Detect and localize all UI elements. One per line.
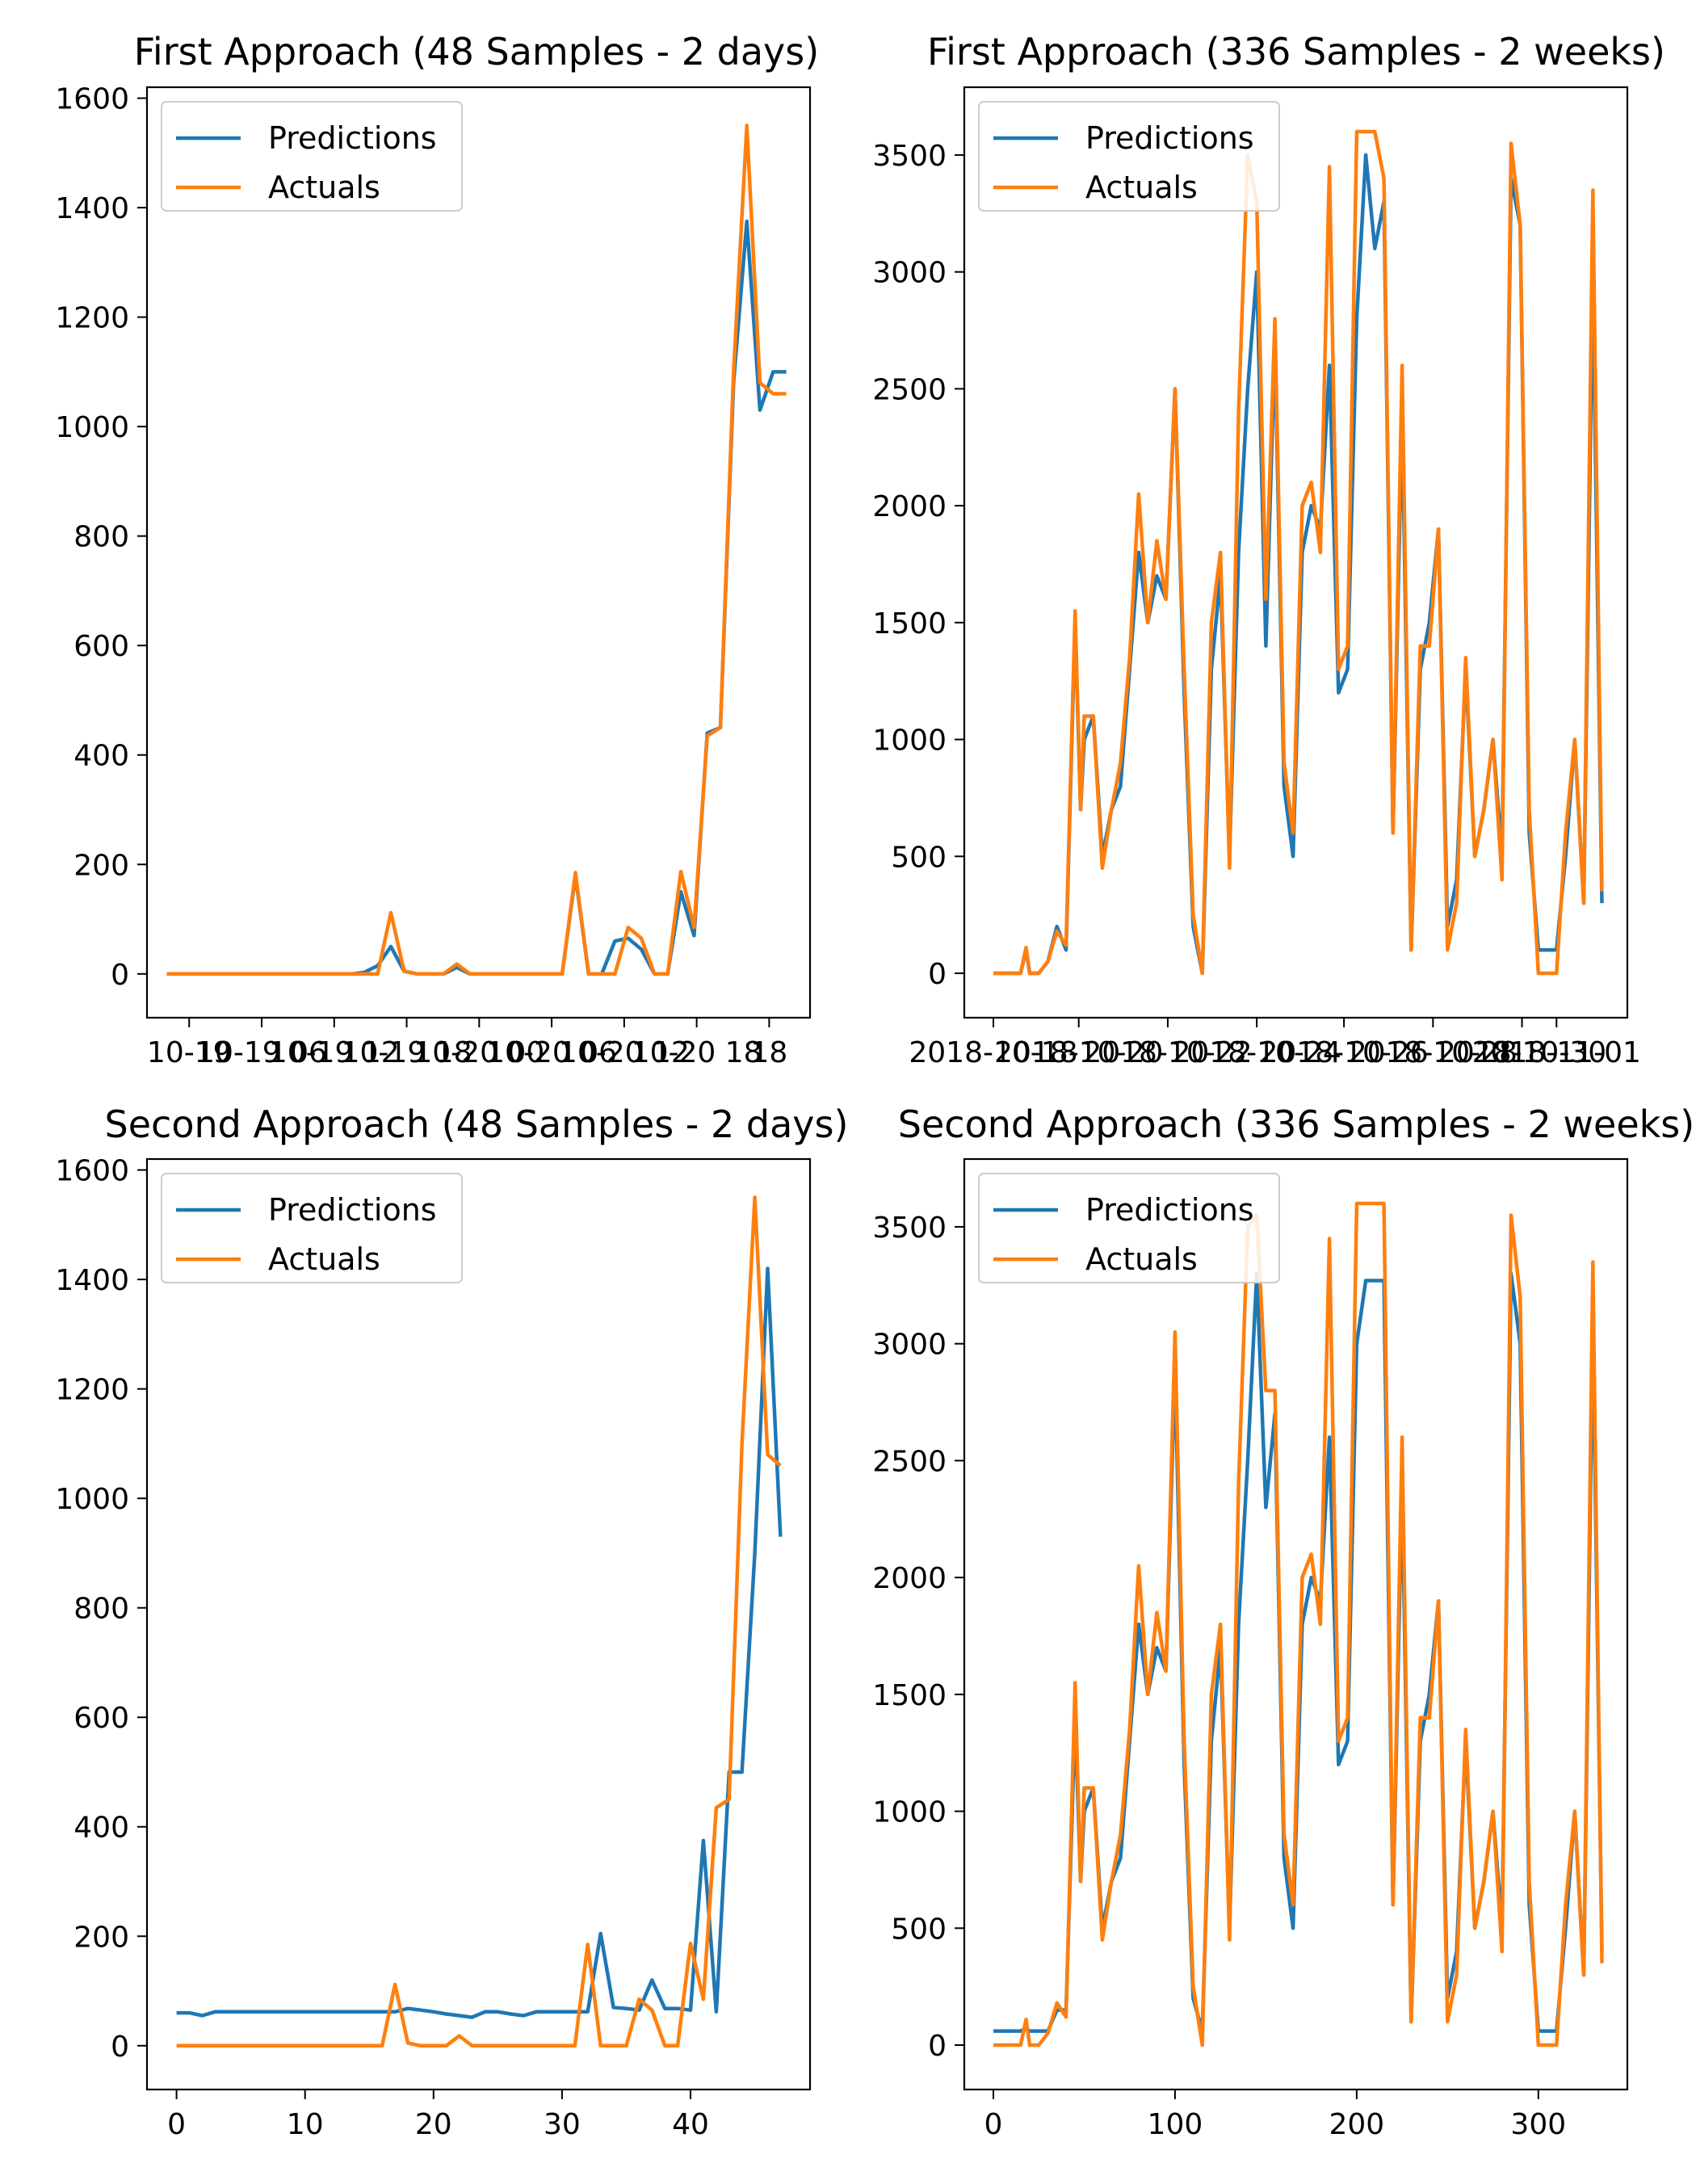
- y-tick-label: 800: [73, 521, 129, 554]
- x-tick-label: 2018-10-24: [1173, 1036, 1341, 1069]
- subplot-first-approach-48: First Approach (48 Samples - 2 days) 0 20…: [55, 30, 819, 1069]
- legend-box: [978, 101, 1280, 212]
- x-tick-label: 0: [984, 2108, 1003, 2141]
- y-tick-label: 1500: [872, 1679, 947, 1712]
- y-tick-label: 2500: [872, 373, 947, 406]
- y-tick-label: 800: [73, 1593, 129, 1626]
- y-tick-label: 1400: [55, 1264, 129, 1297]
- subplot-second-approach-48: Second Approach (48 Samples - 2 days) 0 2…: [55, 1102, 848, 2141]
- series-line-actuals: [166, 124, 787, 976]
- y-tick-label: 1600: [55, 1155, 129, 1188]
- y-tick-label: 2500: [872, 1445, 947, 1478]
- y-tick-label: 0: [111, 959, 129, 992]
- x-tick-label: 10-19 18: [342, 1036, 472, 1069]
- y-tick-label: 1600: [55, 83, 129, 116]
- y-tick-label: 1400: [55, 192, 129, 225]
- legend-entry: Actuals: [1085, 170, 1198, 205]
- legend-box: [978, 1173, 1280, 1283]
- y-tick-label: 0: [111, 2031, 129, 2064]
- y-tick-label: 1200: [55, 302, 129, 335]
- legend-entry: Actuals: [268, 1241, 380, 1277]
- x-tick-label: 18: [750, 1036, 787, 1069]
- y-tick-label: 1000: [872, 1796, 947, 1829]
- series-line-predictions: [176, 1266, 783, 2019]
- plot-area: [166, 124, 787, 976]
- x-tick-label: 10-19: [147, 1036, 232, 1069]
- y-tick-label: 1000: [55, 411, 129, 444]
- x-tick-label: 100: [1148, 2108, 1203, 2141]
- axes-frame: [145, 1157, 812, 2091]
- series-line-predictions: [166, 219, 787, 976]
- y-tick-label: 500: [891, 841, 947, 874]
- chart-title: Second Approach (336 Samples - 2 weeks): [898, 1102, 1694, 1146]
- x-tick-label: 300: [1510, 2108, 1566, 2141]
- legend-entry: Predictions: [268, 1192, 437, 1228]
- legend-entry: Actuals: [1085, 1241, 1198, 1277]
- x-tick-label: 2018-10-28: [1349, 1036, 1518, 1069]
- axes-frame: [145, 86, 812, 1019]
- y-tick-label: 1000: [55, 1483, 129, 1516]
- series-line-actuals: [993, 129, 1604, 976]
- legend: Predictions Actuals: [161, 101, 463, 212]
- x-tick-label: 10-20 06: [486, 1036, 617, 1069]
- y-tick-label: 600: [73, 630, 129, 663]
- y-tick-label: 400: [73, 740, 129, 773]
- x-tick-label: 0: [167, 2108, 186, 2141]
- x-tick-label: 2018-10-18: [909, 1036, 1077, 1069]
- y-tick-label: 3500: [872, 1212, 947, 1245]
- y-tick-label: 200: [73, 849, 129, 882]
- plot-area: [993, 129, 1604, 976]
- axes-frame: [963, 1157, 1629, 2091]
- legend-box: [161, 101, 463, 212]
- x-tick-label: 2018-11-01: [1472, 1036, 1641, 1069]
- y-tick-label: 2000: [872, 490, 947, 523]
- chart-title: Second Approach (48 Samples - 2 days): [105, 1102, 849, 1146]
- series-line-actuals: [176, 1195, 782, 2048]
- legend: Predictions Actuals: [161, 1173, 463, 1283]
- plot-area: [993, 1201, 1604, 2048]
- y-tick-label: 600: [73, 1702, 129, 1735]
- legend-entry: Predictions: [1085, 120, 1254, 156]
- axes-frame: [963, 86, 1629, 1019]
- legend-entry: Predictions: [268, 120, 437, 156]
- x-tick-label: 2018-10-30: [1438, 1036, 1606, 1069]
- plot-area: [176, 1195, 783, 2048]
- x-tick-label: 2018-10-20: [994, 1036, 1163, 1069]
- y-tick-label: 3000: [872, 1329, 947, 1362]
- y-tick-label: 0: [928, 958, 947, 991]
- legend-entry: Actuals: [268, 170, 380, 205]
- y-tick-label: 400: [73, 1812, 129, 1845]
- y-tick-label: 200: [73, 1921, 129, 1954]
- y-tick-label: 500: [891, 1913, 947, 1946]
- x-tick-label: 20: [415, 2108, 452, 2141]
- legend: Predictions Actuals: [978, 1173, 1280, 1283]
- x-tick-label: 10-20 12: [559, 1036, 690, 1069]
- legend-entry: Predictions: [1085, 1192, 1254, 1228]
- x-tick-label: 10-20 18: [632, 1036, 762, 1069]
- legend-box: [161, 1173, 463, 1283]
- y-tick-label: 1500: [872, 607, 947, 640]
- x-tick-label: 10-19 06: [196, 1036, 327, 1069]
- x-tick-label: 2018-10-22: [1083, 1036, 1252, 1069]
- subplot-first-approach-336: First Approach (336 Samples - 2 weeks) 0…: [872, 30, 1665, 1069]
- series-line-actuals: [993, 1201, 1604, 2048]
- y-tick-label: 3500: [872, 140, 947, 173]
- x-tick-label: 10-20 00: [414, 1036, 544, 1069]
- legend: Predictions Actuals: [978, 101, 1280, 212]
- chart-title: First Approach (336 Samples - 2 weeks): [927, 30, 1665, 74]
- y-tick-label: 3000: [872, 257, 947, 290]
- y-tick-label: 0: [928, 2030, 947, 2063]
- y-tick-label: 1000: [872, 724, 947, 758]
- x-tick-label: 2018-10-26: [1259, 1036, 1428, 1069]
- x-tick-label: 10: [287, 2108, 324, 2141]
- subplot-second-approach-336: Second Approach (336 Samples - 2 weeks) …: [872, 1102, 1694, 2141]
- y-tick-label: 1200: [55, 1374, 129, 1407]
- y-tick-label: 2000: [872, 1562, 947, 1595]
- x-tick-label: 10-19 12: [269, 1036, 400, 1069]
- x-tick-label: 40: [672, 2108, 709, 2141]
- x-tick-label: 200: [1329, 2108, 1384, 2141]
- chart-title: First Approach (48 Samples - 2 days): [134, 30, 819, 74]
- x-tick-label: 30: [544, 2108, 581, 2141]
